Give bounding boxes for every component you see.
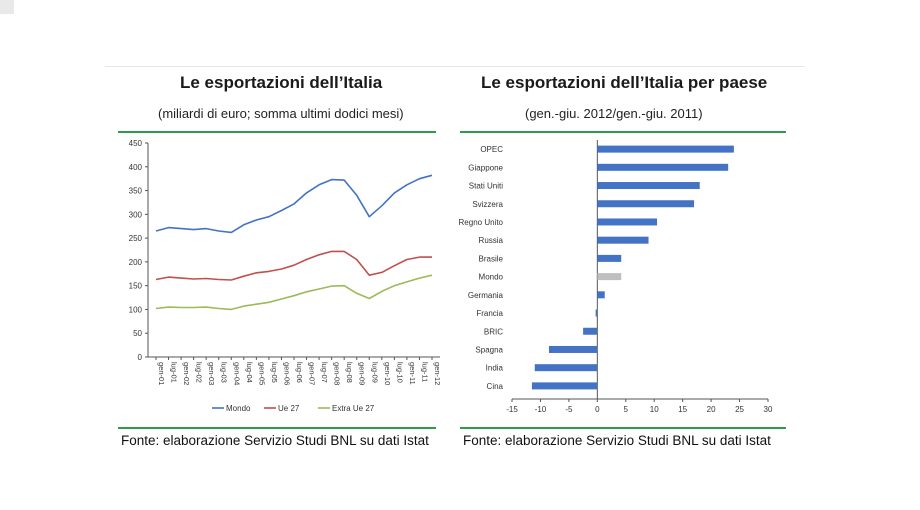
left-chart-subtitle: (miliardi di euro; somma ultimi dodici m…: [158, 106, 404, 121]
category-label: Cina: [487, 382, 504, 391]
category-label: Spagna: [475, 345, 503, 354]
bar-regno-unito: [597, 218, 658, 226]
x-tick-label: gen-10: [383, 362, 392, 385]
right-chart-subtitle: (gen.-giu. 2012/gen.-giu. 2011): [525, 106, 703, 121]
x-tick-label: gen-12: [433, 362, 442, 385]
x-tick-label: gen-08: [333, 362, 342, 385]
bar-brasile: [597, 254, 622, 262]
x-tick-label: 15: [678, 405, 687, 414]
bar-germania: [597, 291, 605, 299]
category-label: India: [486, 364, 504, 373]
right-source-rule: [460, 427, 786, 429]
category-label: Stati Uniti: [469, 182, 503, 191]
category-label: Francia: [476, 309, 503, 318]
bar-svizzera: [597, 200, 695, 208]
category-label: Giappone: [468, 163, 503, 172]
x-tick-label: 20: [707, 405, 716, 414]
left-chart-title: Le esportazioni dell’Italia: [180, 73, 383, 92]
category-label: OPEC: [480, 145, 503, 154]
series-line-ue-27: [155, 250, 432, 281]
x-tick-label: 25: [735, 405, 744, 414]
x-tick-label: gen-11: [408, 362, 417, 385]
y-tick-label: 0: [138, 353, 143, 362]
bar-mondo: [597, 273, 622, 281]
category-label: Mondo: [479, 273, 504, 282]
bar-india: [534, 364, 598, 372]
y-tick-label: 300: [129, 210, 143, 219]
x-tick-label: lug-06: [295, 362, 304, 383]
right-chart-title: Le esportazioni dell’Italia per paese: [481, 73, 768, 92]
bar-stati-uniti: [597, 182, 700, 190]
category-label: Svizzera: [472, 200, 503, 209]
bar-cina: [531, 382, 598, 390]
category-label: Regno Unito: [459, 218, 504, 227]
x-tick-label: gen-04: [232, 362, 241, 385]
x-tick-label: 30: [764, 405, 773, 414]
right-title-rule: [460, 131, 786, 133]
x-tick-label: gen-07: [308, 362, 317, 385]
y-tick-label: 350: [129, 187, 143, 196]
x-tick-label: 5: [624, 405, 629, 414]
legend-label: Extra Ue 27: [332, 404, 375, 413]
x-tick-label: gen-02: [182, 362, 191, 385]
x-tick-label: gen-03: [207, 362, 216, 385]
x-tick-label: -5: [565, 405, 573, 414]
bar-russia: [597, 236, 649, 244]
category-label: BRIC: [484, 327, 503, 336]
x-tick-label: gen-05: [257, 362, 266, 385]
x-tick-label: lug-04: [245, 362, 254, 383]
x-tick-label: gen-01: [157, 362, 166, 385]
x-tick-label: -15: [506, 405, 518, 414]
x-tick-label: gen-09: [358, 362, 367, 385]
x-tick-label: 10: [650, 405, 659, 414]
bar-giappone: [597, 163, 729, 171]
x-tick-label: lug-11: [420, 362, 429, 382]
x-tick-label: lug-05: [270, 362, 279, 383]
x-tick-label: 0: [595, 405, 600, 414]
x-tick-label: lug-10: [395, 362, 404, 383]
y-tick-label: 250: [129, 234, 143, 243]
bar-bric: [583, 327, 598, 335]
bar-francia: [595, 309, 598, 317]
x-tick-label: lug-07: [320, 362, 329, 383]
legend-label: Ue 27: [278, 404, 300, 413]
y-tick-label: 100: [129, 305, 143, 314]
corner-mark: [0, 0, 14, 14]
series-line-mondo: [155, 174, 433, 234]
legend-label: Mondo: [226, 404, 251, 413]
y-tick-label: 150: [129, 282, 143, 291]
left-chart-source: Fonte: elaborazione Servizio Studi BNL s…: [121, 433, 429, 448]
left-title-rule: [118, 131, 436, 133]
category-label: Russia: [479, 236, 504, 245]
x-tick-label: -10: [535, 405, 547, 414]
top-frame-line: [105, 66, 805, 67]
y-tick-label: 50: [133, 329, 142, 338]
left-source-rule: [118, 427, 436, 429]
x-tick-label: lug-03: [220, 362, 229, 383]
x-tick-label: lug-01: [170, 362, 179, 383]
x-tick-label: lug-08: [345, 362, 354, 383]
x-tick-label: lug-09: [370, 362, 379, 383]
bar-spagna: [548, 345, 598, 353]
category-label: Germania: [468, 291, 504, 300]
category-label: Brasile: [479, 254, 504, 263]
bar-opec: [597, 145, 734, 153]
right-chart-source: Fonte: elaborazione Servizio Studi BNL s…: [463, 433, 771, 448]
y-tick-label: 400: [129, 163, 143, 172]
x-tick-label: lug-02: [195, 362, 204, 383]
y-tick-label: 200: [129, 258, 143, 267]
series-line-extra-ue-27: [155, 274, 433, 311]
y-tick-label: 450: [129, 139, 143, 148]
x-tick-label: gen-06: [282, 362, 291, 385]
